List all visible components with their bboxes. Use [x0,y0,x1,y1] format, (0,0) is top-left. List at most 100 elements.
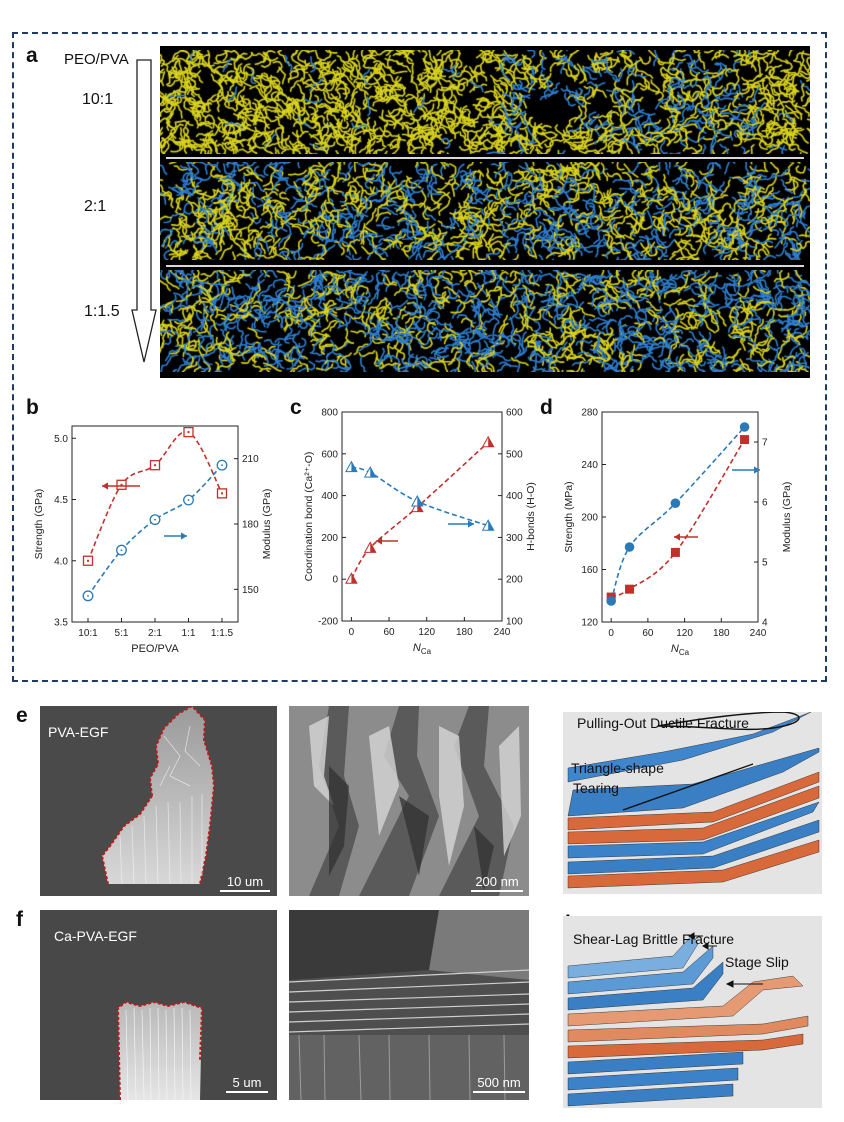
y-tick-label-left: 600 [321,449,338,460]
data-marker-half [417,501,423,512]
scale-text: 10 um [226,874,264,889]
x-tick-label: 240 [750,628,767,639]
plot-frame [341,411,503,622]
x-axis-label: NCa [413,642,432,656]
axis-arrow-head [376,537,382,545]
axis-arrow-head [468,520,474,528]
y-tick-label-right: 5 [762,558,768,569]
panel-label-f: f [16,908,23,931]
x-tick-label: 60 [642,628,654,639]
data-marker-half [488,436,494,447]
axis-arrow-head [674,533,680,541]
y-tick-label-right: 500 [506,449,523,460]
y-tick-label-left: 4.5 [54,495,68,506]
y-tick-label-right: 4 [762,618,768,629]
axis-arrow-head [102,482,108,490]
y-axis-label-left: Strength (GPa) [33,489,45,560]
y-axis-label-right: Modulus (GPa) [781,482,793,553]
y-tick-label-right: 210 [242,454,259,465]
arrow-label: PEO/PVA [64,51,129,68]
fracture-title: Shear-Lag Brittle Fracture [573,931,735,947]
y-tick-label-left: 4.0 [54,556,68,567]
series-line [87,464,223,597]
data-marker-center [120,483,123,486]
data-marker-center [187,499,190,501]
y-tick-label-left: 280 [581,408,598,419]
data-marker [624,542,635,552]
x-axis-label-subscript: Ca [679,648,690,657]
y-tick-label-right: 400 [506,491,523,502]
y-tick-label-left: -200 [318,617,338,628]
annotation-line-1: Triangle-shape [571,760,664,776]
scale-text: 500 nm [477,1075,521,1090]
y-tick-label-right: 300 [506,533,523,544]
chart-d: 0 60 120 180 240 120 160 200 240 280 4 5 6 7 NCa Streng… [563,408,793,658]
y-tick-label-left: 120 [581,618,598,629]
y-tick-label-right: 600 [506,408,523,419]
sample-label: PVA-EGF [48,724,109,740]
ratio-label-2: 2:1 [84,198,107,215]
x-tick-label: 60 [383,627,395,638]
panel-label-b: b [26,396,39,419]
data-marker [606,596,616,606]
y-tick-label-left: 400 [321,491,338,502]
y-axis-label-right: H-bonds (H-O) [525,482,537,551]
y-tick-label-left: 240 [581,460,598,471]
data-marker-half [351,573,357,584]
data-marker-half [417,495,423,506]
ratio-label-3: 1:1.5 [84,303,120,320]
scale-bar: 500 nm [473,1075,525,1093]
scale-bar: 200 nm [471,874,523,892]
data-marker-half [370,467,376,478]
y-tick-label-left: 800 [321,408,338,419]
md-snapshot-10-1 [160,50,810,154]
y-axis-label-left: Strength (MPa) [563,481,575,552]
panel-label-e: e [16,704,28,727]
x-tick-label: 2:1 [148,628,162,639]
chart-b: 10:1 5:1 2:1 1:1 1:1.5 3.5 4.0 4.5 5.0 150 180 210 P… [33,425,273,655]
panel-label-a: a [26,44,38,67]
x-tick-label: 120 [676,628,693,639]
data-marker-half [370,542,376,553]
axis-arrow-head [181,532,187,540]
series-line [350,441,489,580]
fracture-surface-image [116,1000,204,1100]
x-tick-label: 0 [349,627,355,638]
sem-image-pva-egf-high-mag: 200 nm [289,706,529,896]
x-tick-label: 10:1 [78,628,98,639]
y-tick-label-left: 200 [581,513,598,524]
sem-image-pva-egf-low-mag: PVA-EGF 10 um [40,706,277,896]
chart-c: 0 60 120 180 240 -200 0 200 400 600 800 100 200 300 40… [303,408,537,657]
layered-sheets-drawing [567,712,820,889]
schematic-brittle-fracture: Shear-Lag Brittle Fracture Stage Slip [563,916,822,1108]
scale-text: 200 nm [475,874,519,889]
y-tick-label-right: 100 [506,617,523,628]
x-tick-label: 0 [608,628,614,639]
figure-frame-dashed [12,32,827,682]
series-line [610,426,746,602]
x-tick-label: 180 [456,627,473,638]
y-axis-label-right: Modulus (GPa) [261,489,273,560]
data-marker [740,435,750,445]
scale-bar: 5 um [226,1075,268,1093]
md-snapshot-2-1 [160,162,810,260]
y-tick-label-right: 7 [762,438,768,449]
x-tick-label: 5:1 [115,628,129,639]
series-line [87,431,223,562]
data-marker [670,547,680,557]
x-axis-label-subscript: Ca [421,647,432,656]
data-marker [625,584,635,594]
layered-surface-image [289,910,529,1100]
fracture-title: Pulling-Out Ductile Fracture [577,715,749,731]
down-arrow-icon [131,59,157,363]
data-marker-center [187,431,190,434]
y-tick-label-left: 5.0 [54,434,68,445]
data-marker-center [87,559,89,562]
scale-bar: 10 um [220,874,270,892]
panel-label-c: c [290,396,302,419]
data-marker-center [120,549,123,552]
sem-image-ca-pva-egf-low-mag: Ca-PVA-EGF 5 um [40,910,277,1100]
fracture-surface-image [100,706,216,885]
fibrous-surface-image [289,706,529,896]
y-tick-label-left: 0 [332,575,338,586]
